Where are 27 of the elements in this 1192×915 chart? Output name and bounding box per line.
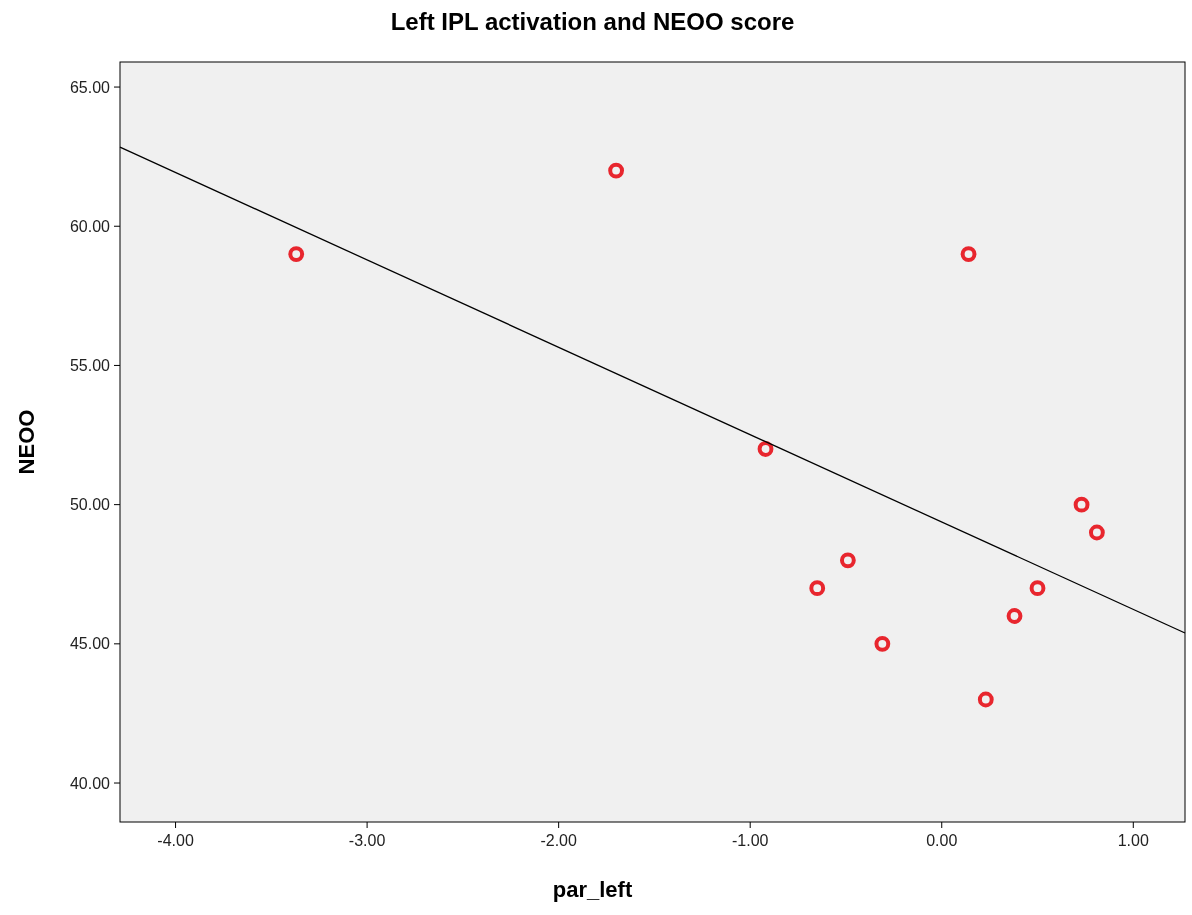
point (874, 635, 891, 652)
point (960, 246, 977, 262)
y-tick-label: 55.00 (69, 357, 111, 375)
x-tick-label: 1.00 (1117, 832, 1149, 849)
y-tick-label: 45.00 (69, 635, 111, 653)
x-tick-label: 0.00 (926, 832, 958, 849)
x-tick-label: -2.00 (540, 832, 577, 849)
y-tick-label: 50.00 (69, 496, 111, 514)
point (608, 162, 625, 179)
x-tick-label: -1.00 (731, 832, 769, 849)
point (1088, 524, 1105, 541)
point (1073, 496, 1090, 513)
y-tick-label: 65.00 (69, 78, 111, 96)
point (1006, 608, 1023, 624)
point (288, 246, 305, 262)
y-axis-title: NEOO (14, 409, 39, 475)
point (839, 552, 856, 569)
x-tick-label: -4.00 (157, 832, 194, 849)
x-axis-title: par_left (552, 877, 633, 902)
point (1029, 580, 1046, 597)
point (757, 441, 774, 457)
point (809, 580, 826, 597)
y-tick-label: 60.00 (69, 217, 111, 235)
point (977, 691, 994, 708)
y-tick-label: 40.00 (69, 774, 111, 792)
x-tick-label: -3.00 (348, 832, 386, 849)
chart-title: Left IPL activation and NEOO score (390, 8, 795, 35)
